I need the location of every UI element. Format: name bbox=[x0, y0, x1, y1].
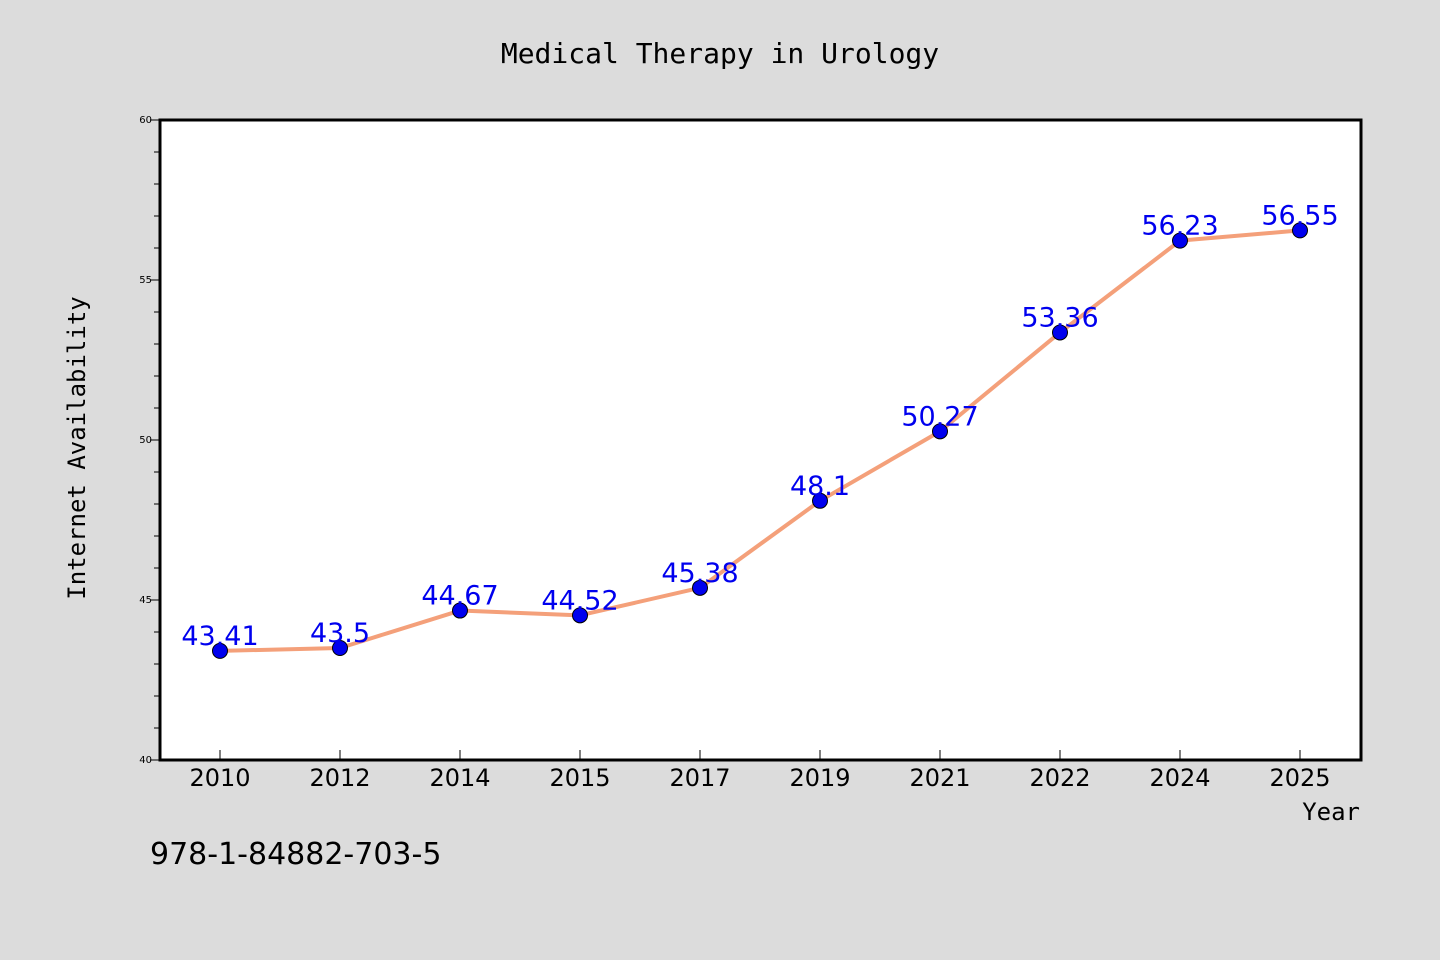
x-tick-label: 2015 bbox=[549, 764, 610, 792]
y-tick-label: 40 bbox=[139, 755, 152, 766]
data-point bbox=[1172, 232, 1188, 249]
data-label: 45.38 bbox=[661, 558, 738, 589]
data-label: 50.27 bbox=[901, 401, 978, 432]
isbn-text: 978-1-84882-703-5 bbox=[150, 837, 441, 872]
x-tick-label: 2025 bbox=[1269, 764, 1330, 792]
x-axis: 2010 2012 2014 2015 2017 2019 2021 2022 2024 2025 bbox=[189, 750, 1331, 792]
x-tick-label: 2010 bbox=[189, 764, 250, 792]
data-label: 44.52 bbox=[541, 585, 618, 616]
data-label: 56.55 bbox=[1261, 200, 1338, 231]
data-point bbox=[692, 579, 708, 596]
data-label: 48.1 bbox=[790, 471, 850, 502]
data-label: 56.23 bbox=[1141, 211, 1218, 242]
x-tick-label: 2021 bbox=[909, 764, 970, 792]
data-label: 43.41 bbox=[181, 621, 258, 652]
data-point bbox=[332, 640, 348, 656]
data-point bbox=[1052, 324, 1068, 341]
x-tick-label: 2012 bbox=[309, 764, 370, 792]
y-tick-label: 55 bbox=[139, 275, 152, 286]
data-point bbox=[1292, 222, 1308, 239]
y-tick-label: 50 bbox=[139, 435, 152, 446]
data-point bbox=[572, 607, 588, 624]
plot-area bbox=[158, 118, 1363, 762]
chart-title: Medical Therapy in Urology bbox=[501, 37, 939, 70]
x-tick-label: 2014 bbox=[429, 764, 490, 792]
x-tick-label: 2022 bbox=[1029, 764, 1090, 792]
x-tick-label: 2017 bbox=[669, 764, 730, 792]
data-point bbox=[212, 642, 228, 659]
y-axis: 40 45 50 55 60 bbox=[139, 115, 160, 766]
data-label: 43.5 bbox=[310, 618, 370, 649]
data-point bbox=[452, 602, 468, 619]
y-axis-label: Internet Availability bbox=[63, 296, 91, 599]
series-layer: 43.41 43.5 44.67 44.52 45.38 48.1 50.27 53.36 56… bbox=[181, 200, 1339, 659]
data-label: 53.36 bbox=[1021, 302, 1098, 333]
y-tick-label: 60 bbox=[139, 115, 152, 126]
x-tick-label: 2024 bbox=[1149, 764, 1210, 792]
data-label: 44.67 bbox=[421, 581, 498, 612]
x-axis-label: Year bbox=[1302, 798, 1360, 826]
data-point bbox=[932, 423, 948, 440]
data-point bbox=[812, 492, 828, 509]
x-tick-label: 2019 bbox=[789, 764, 850, 792]
series-line bbox=[218, 228, 1302, 653]
y-tick-label: 45 bbox=[139, 595, 152, 606]
